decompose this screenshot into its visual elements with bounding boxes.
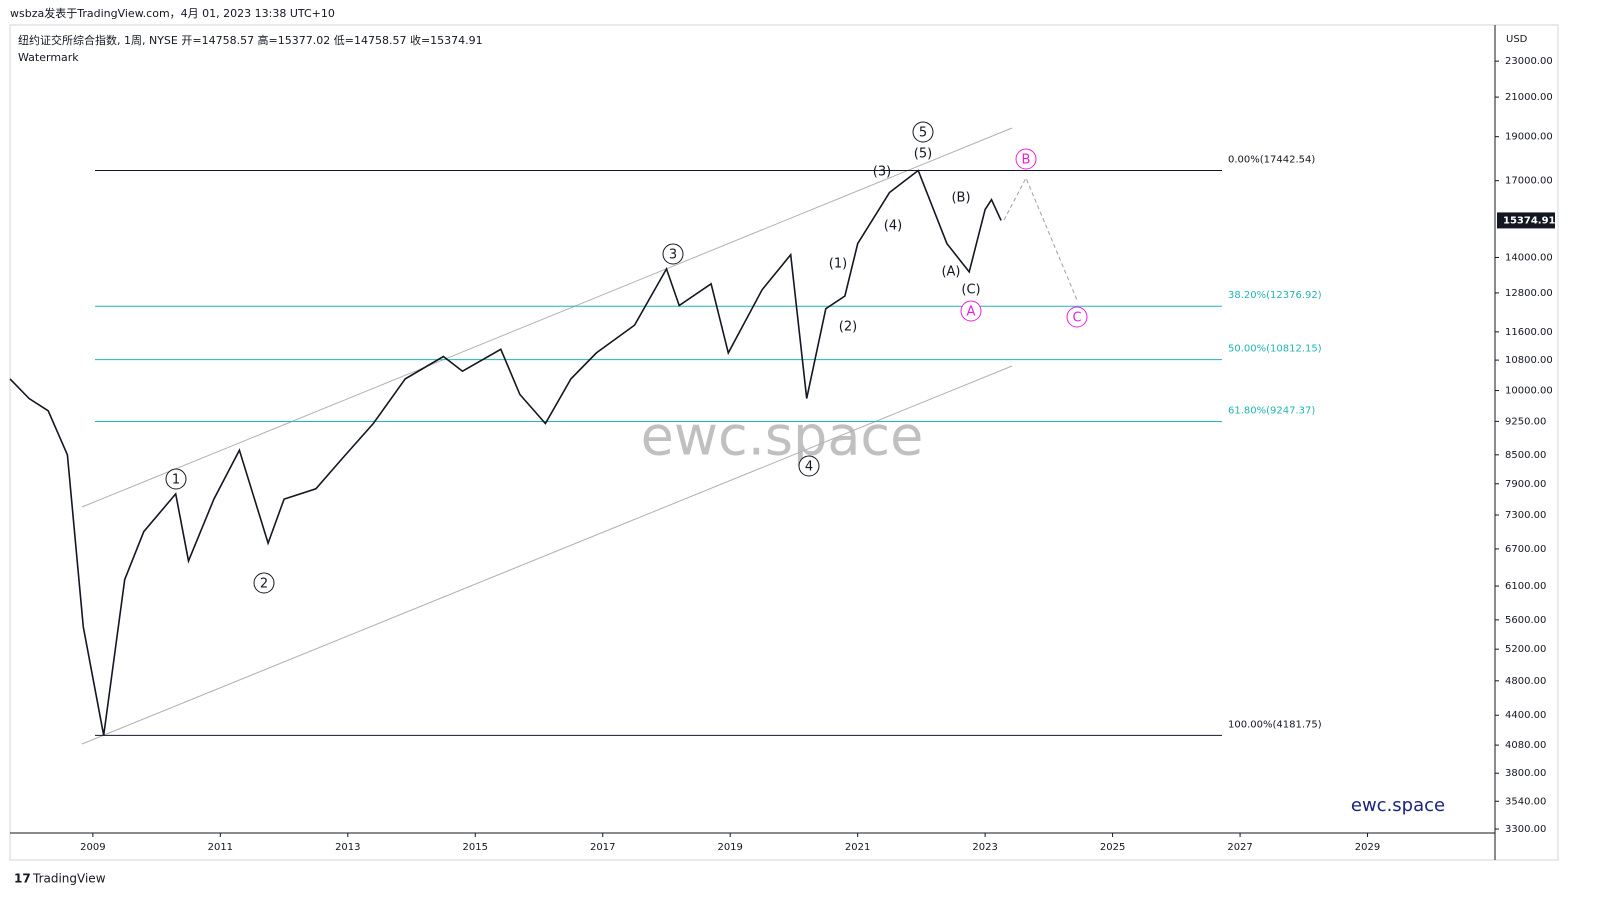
wave-circle [798,455,820,477]
fib-label: 0.00%(17442.54) [1228,155,1315,166]
legend: 纽约证交所综合指数, 1周, NYSE 开=14758.57 高=15377.0… [18,33,483,47]
y-tick-label: 4400.00 [1505,710,1546,721]
watermark-label: Watermark [18,51,79,64]
x-tick-label: 2023 [972,842,997,853]
x-tick-label: 2017 [590,842,615,853]
y-tick-label: 5600.00 [1505,615,1546,626]
watermark: ewc.space [641,405,924,468]
wave-circle [165,468,187,490]
x-tick-label: 2009 [80,842,105,853]
y-tick-label: 14000.00 [1505,252,1553,263]
y-tick-label: 3300.00 [1505,824,1546,835]
y-tick-label: 17000.00 [1505,176,1553,187]
fib-label: 38.20%(12376.92) [1228,290,1322,301]
wave-label: 5 [919,126,927,141]
currency: USD [1506,34,1528,45]
last-price-label: 15374.91 [1503,215,1556,226]
y-tick-label: 6100.00 [1505,581,1546,592]
y-tick-label: 3540.00 [1505,796,1546,807]
y-tick-label: 10800.00 [1505,355,1553,366]
wave-label: B [1022,153,1031,168]
y-tick-label: 4800.00 [1505,676,1546,687]
wave-label: (A) [941,265,960,280]
wave-circle [1015,148,1037,170]
y-tick-label: 6700.00 [1505,544,1546,555]
price-line [9,169,1002,736]
channel-lower [81,365,1013,745]
y-tick-label: 19000.00 [1505,132,1553,143]
wave-label: (C) [961,283,980,298]
wave-label: 1 [172,473,180,488]
wave-label: (1) [829,257,847,272]
y-tick-label: 10000.00 [1505,386,1553,397]
wave-label: 4 [805,460,813,475]
y-tick-label: 21000.00 [1505,92,1553,103]
byline: wsbza发表于TradingView.com，4月 01, 2023 13:3… [10,6,335,20]
wave-circle [253,572,275,594]
fib-label: 61.80%(9247.37) [1228,405,1315,416]
y-tick-label: 3800.00 [1505,768,1546,779]
y-tick-label: 9250.00 [1505,416,1546,427]
wave-label: (5) [914,147,932,162]
x-tick-label: 2027 [1227,842,1252,853]
brand: TradingView [32,872,106,886]
frame [9,24,1559,861]
x-tick-label: 2019 [717,842,742,853]
wave-label: A [967,305,976,320]
x-tick-label: 2029 [1355,842,1380,853]
x-tick-label: 2025 [1100,842,1125,853]
tv-logo: 17 [14,872,31,886]
y-tick-label: 7900.00 [1505,479,1546,490]
x-tick-label: 2013 [335,842,360,853]
wave-circle [960,300,982,322]
fib-label: 50.00%(10812.15) [1228,344,1322,355]
wave-label: (3) [873,165,891,180]
wave-circle [912,121,934,143]
signature: ewc.space [1351,795,1445,816]
x-tick-label: 2011 [208,842,233,853]
wave-label: (2) [839,320,857,335]
wave-circle [1066,306,1088,328]
y-tick-label: 11600.00 [1505,327,1553,338]
wave-circle [662,243,684,265]
y-tick-label: 8500.00 [1505,450,1546,461]
y-tick-label: 12800.00 [1505,288,1553,299]
wave-label: (B) [951,191,970,206]
wave-label: C [1072,311,1081,326]
y-tick-label: 23000.00 [1505,56,1553,67]
channel-upper [81,127,1013,508]
last-price-box [1497,212,1555,229]
x-tick-label: 2015 [463,842,488,853]
wave-label: 3 [669,248,677,263]
wave-label: (4) [884,219,902,234]
projection [1003,176,1078,301]
y-tick-label: 4080.00 [1505,740,1546,751]
x-tick-label: 2021 [845,842,870,853]
fib-label: 100.00%(4181.75) [1228,719,1322,730]
y-tick-label: 5200.00 [1505,644,1546,655]
y-tick-label: 7300.00 [1505,510,1546,521]
wave-label: 2 [260,577,268,592]
